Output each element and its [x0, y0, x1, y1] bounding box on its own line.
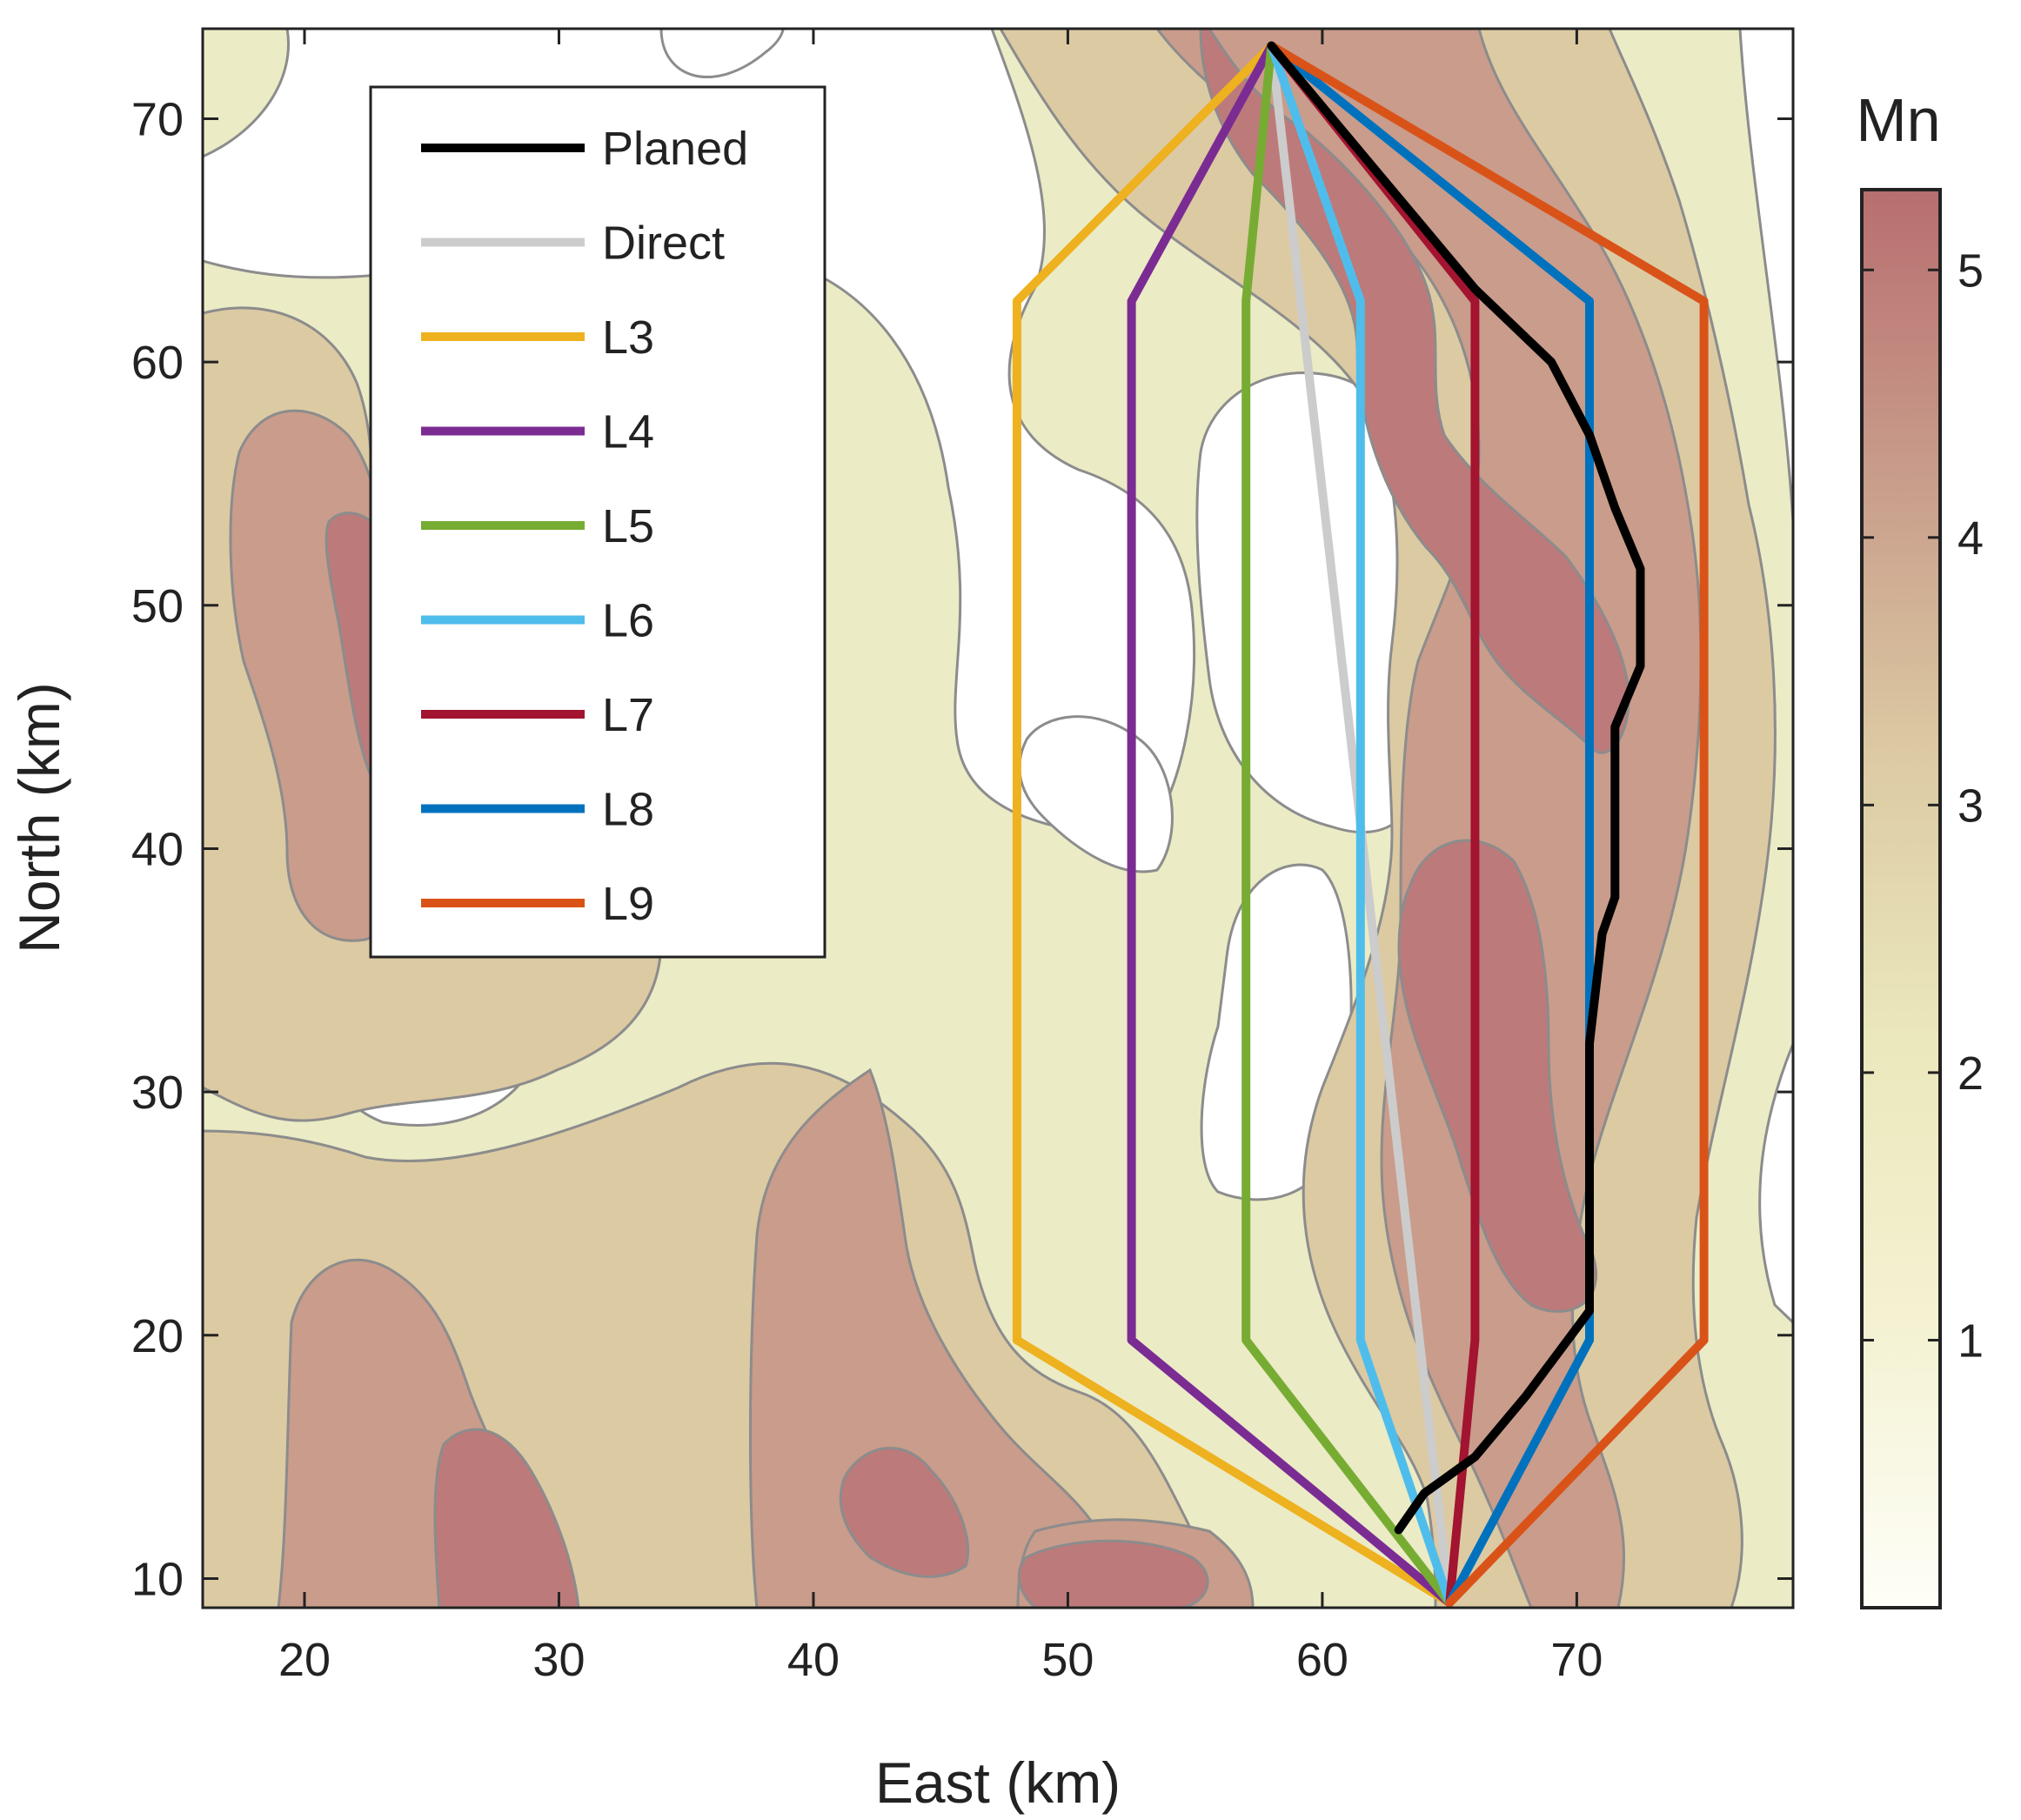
legend-label-l7: L7 [602, 689, 654, 741]
legend-label-l8: L8 [602, 784, 654, 836]
legend-label-l5: L5 [602, 500, 654, 552]
series-line-l9 [1267, 41, 1709, 1608]
series-line-planed [1267, 41, 1645, 1535]
y-axis-label: North (km) [7, 682, 71, 953]
legend-label-l3: L3 [602, 311, 654, 364]
x-axis-label: East (km) [875, 1750, 1121, 1815]
series-line-l6 [1267, 41, 1455, 1608]
paths-layer [1012, 41, 1709, 1608]
colorbar-tick-label: 3 [1957, 780, 1984, 832]
legend: Planed Direct L3 L4 L5 L6 L7 L8 L9 [369, 85, 826, 959]
y-tick-label: 70 [131, 93, 184, 145]
colorbar-bar [1860, 188, 1942, 1609]
x-tick-label: 50 [1041, 1634, 1094, 1686]
y-tick-label: 30 [131, 1067, 184, 1119]
colorbar-tick-label: 1 [1957, 1315, 1984, 1367]
legend-label-direct: Direct [602, 217, 725, 270]
x-tick-label: 60 [1296, 1634, 1348, 1686]
peak-region [433, 1428, 580, 1608]
legend-label-l9: L9 [602, 878, 654, 930]
x-tick-label: 70 [1550, 1634, 1603, 1686]
axis-ticks: 20 30 40 50 60 70 10 20 30 40 50 60 70 [131, 29, 1793, 1686]
peak-region [1017, 1539, 1209, 1608]
axes-box [201, 27, 1795, 1609]
y-tick-label: 60 [131, 337, 184, 389]
y-tick-label: 20 [131, 1310, 184, 1362]
high-region [749, 1067, 1124, 1608]
series-line-l3 [1012, 41, 1455, 1608]
y-tick-label: 40 [131, 823, 184, 875]
low-region [659, 29, 785, 79]
colorbar: Mn 1 2 3 4 5 [1856, 86, 1984, 1609]
legend-label-planed: Planed [602, 123, 748, 175]
y-tick-label: 10 [131, 1553, 184, 1605]
peak-region [839, 1447, 970, 1578]
x-tick-label: 20 [278, 1634, 331, 1686]
x-tick-label: 30 [532, 1634, 585, 1686]
colorbar-title: Mn [1856, 86, 1940, 154]
colorbar-tick-label: 5 [1957, 244, 1984, 297]
colorbar-tick-label: 2 [1957, 1047, 1984, 1100]
legend-label-l6: L6 [602, 595, 654, 647]
colorbar-tick-label: 4 [1957, 512, 1984, 565]
y-tick-label: 50 [131, 580, 184, 632]
plot-area: 20 30 40 50 60 70 10 20 30 40 50 60 70 [131, 27, 1795, 1686]
series-line-l8 [1267, 41, 1594, 1608]
low-region [1738, 29, 1793, 523]
x-tick-label: 40 [787, 1634, 840, 1686]
legend-label-l4: L4 [602, 406, 654, 458]
low-region [1758, 1043, 1793, 1325]
series-line-l5 [1241, 41, 1455, 1608]
series-line-l4 [1127, 41, 1455, 1608]
